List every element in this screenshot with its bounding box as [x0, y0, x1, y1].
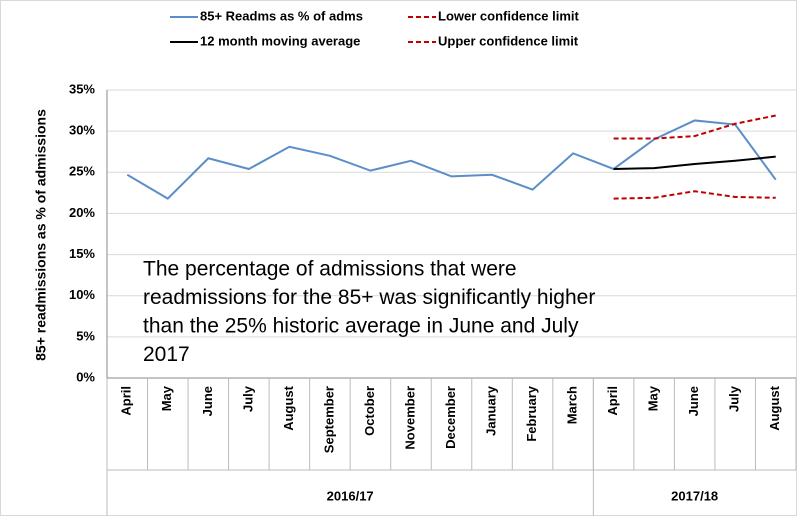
legend-label: 85+ Readms as % of adms — [200, 8, 363, 23]
x-tick-label: October — [362, 386, 377, 436]
y-axis-label: 85+ readmissions as % of admissions — [33, 109, 49, 361]
x-tick-label: January — [483, 385, 498, 436]
x-tick-label: July — [240, 385, 255, 412]
y-tick-label: 10% — [69, 287, 95, 302]
annotation: readmissions for the 85+ was significant… — [143, 286, 595, 309]
legend-label: Lower confidence limit — [438, 8, 580, 23]
x-tick-label: April — [119, 386, 134, 416]
y-tick-label: 15% — [69, 246, 95, 261]
y-tick-label: 35% — [69, 81, 95, 96]
x-tick-label: August — [767, 385, 782, 430]
series-line — [613, 190, 776, 200]
legend-label: Upper confidence limit — [438, 33, 579, 48]
x-tick-label: September — [321, 386, 336, 453]
annotation: than the 25% historic average in June an… — [143, 315, 579, 338]
x-tick-label: July — [727, 385, 742, 412]
x-tick-label: April — [605, 386, 620, 416]
x-tick-label: November — [402, 386, 417, 450]
y-tick-label: 20% — [69, 205, 95, 220]
x-tick-label: June — [686, 386, 701, 416]
series-line — [613, 114, 776, 140]
x-tick-label: May — [159, 385, 174, 411]
annotation: The percentage of admissions that were — [143, 258, 517, 281]
x-tick-label: February — [524, 385, 539, 441]
y-tick-label: 0% — [76, 369, 95, 384]
x-tick-label: August — [281, 385, 296, 430]
series-line — [613, 155, 776, 170]
x-tick-label: May — [646, 385, 661, 411]
annotation: 2017 — [143, 343, 190, 366]
y-tick-label: 25% — [69, 164, 95, 179]
y-tick-label: 30% — [69, 123, 95, 138]
x-tick-label: June — [200, 386, 215, 416]
series-line — [126, 119, 777, 200]
y-tick-label: 5% — [76, 328, 95, 343]
group-label: 2017/18 — [671, 488, 718, 503]
x-tick-label: March — [565, 386, 580, 424]
group-label: 2016/17 — [327, 488, 374, 503]
legend-label: 12 month moving average — [200, 33, 360, 48]
x-tick-label: December — [443, 386, 458, 449]
